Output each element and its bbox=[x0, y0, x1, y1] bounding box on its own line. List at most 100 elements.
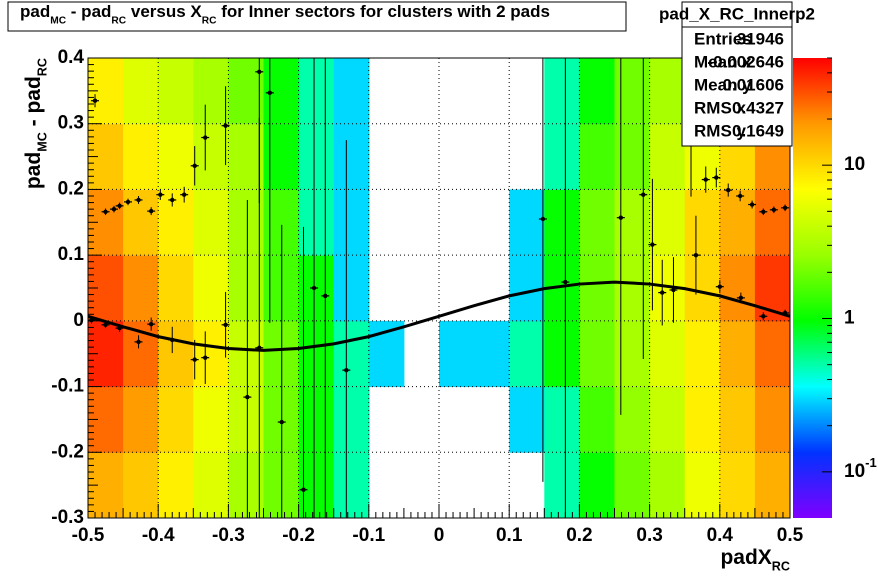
profile-point bbox=[124, 198, 133, 206]
subscript: RC bbox=[202, 15, 217, 26]
y-tick-label: -0.2 bbox=[51, 441, 84, 462]
heat-cell bbox=[579, 189, 615, 256]
heat-cell bbox=[333, 123, 370, 190]
heat-cell bbox=[298, 386, 335, 453]
heat-cell bbox=[298, 123, 335, 190]
profile-point bbox=[561, 58, 570, 518]
heat-cell bbox=[333, 386, 370, 453]
profile-point bbox=[701, 166, 710, 193]
profile-point bbox=[781, 204, 790, 212]
heat-cell bbox=[298, 452, 335, 519]
heat-cell bbox=[579, 452, 615, 519]
chart-title: padMC - padRC versus XRC for Inner secto… bbox=[20, 2, 550, 26]
heat-cell bbox=[754, 386, 791, 453]
x-tick-label: -0.5 bbox=[72, 525, 105, 546]
heat-cell bbox=[614, 123, 651, 190]
heat-cell bbox=[544, 58, 580, 125]
profile-point bbox=[616, 58, 625, 415]
x-tick-label: -0.2 bbox=[282, 525, 315, 546]
heat-cell bbox=[158, 386, 194, 453]
heat-cell bbox=[649, 320, 686, 388]
x-tick-label: 0.2 bbox=[566, 525, 592, 546]
stats-label: Entries bbox=[694, 29, 752, 48]
profile-point bbox=[91, 94, 100, 108]
stats-label: Mean x bbox=[694, 52, 752, 71]
heat-cell bbox=[509, 386, 545, 453]
x-tick-label: -0.3 bbox=[212, 525, 245, 546]
heat-cell bbox=[719, 255, 756, 322]
profile-point bbox=[691, 215, 700, 295]
profile-point bbox=[669, 257, 678, 323]
heat-cell bbox=[333, 452, 370, 519]
profile-point bbox=[277, 224, 286, 518]
heat-cell bbox=[123, 452, 159, 519]
heat-cell bbox=[193, 320, 229, 388]
x-tick-label: 0.5 bbox=[777, 525, 804, 546]
profile-point bbox=[190, 339, 199, 380]
y-tick-label: 0.3 bbox=[58, 113, 84, 134]
stats-title: pad_X_RC_Innerp2 bbox=[659, 4, 815, 23]
stats-label: RMS y bbox=[694, 121, 747, 140]
y-tick-label: 0.1 bbox=[58, 244, 85, 265]
profile-point bbox=[648, 178, 657, 311]
heat-cell bbox=[719, 189, 756, 256]
stats-value: 0.1649 bbox=[732, 121, 784, 140]
heat-cell bbox=[684, 320, 721, 388]
heat-cell bbox=[158, 255, 194, 322]
label-part: versus X bbox=[126, 2, 202, 21]
heat-cell bbox=[684, 189, 721, 256]
heat-cell bbox=[649, 452, 686, 519]
z-tick-base: 10 bbox=[844, 154, 865, 175]
z-tick-exp: -1 bbox=[865, 455, 877, 470]
heat-cell bbox=[263, 123, 300, 190]
profile-point bbox=[715, 280, 724, 294]
heat-cell bbox=[614, 452, 651, 519]
colorbar bbox=[793, 58, 832, 518]
profile-point bbox=[201, 104, 210, 171]
heat-cell bbox=[754, 320, 791, 388]
heat-cell bbox=[158, 123, 194, 190]
profile-point bbox=[781, 309, 790, 317]
heat-cell bbox=[298, 189, 335, 256]
label-part: for Inner sectors for clusters with 2 pa… bbox=[216, 2, 549, 21]
stats-label: Mean y bbox=[694, 75, 752, 94]
profile-point bbox=[769, 206, 778, 214]
x-axis-label: padXRC bbox=[720, 546, 790, 574]
heat-cell bbox=[228, 58, 264, 125]
heat-cell bbox=[614, 58, 651, 125]
z-tick-base: 1 bbox=[844, 308, 855, 329]
profile-point bbox=[101, 208, 110, 216]
heat-cell bbox=[158, 452, 194, 519]
label-part: pad bbox=[20, 2, 50, 21]
profile-point bbox=[342, 140, 351, 518]
profile-point bbox=[321, 58, 330, 518]
label-part: padX bbox=[720, 546, 771, 569]
heat-cell bbox=[614, 189, 651, 256]
y-tick-label: 0 bbox=[73, 310, 84, 331]
profile-point bbox=[299, 226, 308, 518]
z-tick-label: 10 bbox=[844, 154, 865, 175]
profile-point bbox=[639, 58, 648, 359]
heat-cell bbox=[544, 123, 580, 190]
subscript: MC bbox=[50, 15, 66, 26]
profile-point bbox=[265, 58, 274, 323]
heat-cell bbox=[193, 386, 229, 453]
profile-point bbox=[115, 202, 124, 210]
heat-cell bbox=[684, 386, 721, 453]
heat-cell bbox=[684, 452, 721, 519]
profile-point bbox=[201, 331, 210, 384]
label-part: - pad bbox=[22, 76, 45, 132]
heat-cell bbox=[228, 320, 264, 388]
profile-point bbox=[109, 205, 118, 213]
heat-cell bbox=[193, 189, 229, 256]
heat-cell bbox=[509, 189, 545, 256]
heat-cell bbox=[123, 58, 159, 125]
heat-cell bbox=[579, 58, 615, 125]
heat-cell bbox=[193, 255, 229, 322]
heat-cell bbox=[193, 123, 229, 190]
x-tick-label: 0 bbox=[434, 525, 445, 546]
heat-cell bbox=[649, 189, 686, 256]
stats-value: -0.002646 bbox=[707, 52, 784, 71]
profile-point bbox=[712, 167, 721, 188]
heat-cell bbox=[579, 320, 615, 388]
